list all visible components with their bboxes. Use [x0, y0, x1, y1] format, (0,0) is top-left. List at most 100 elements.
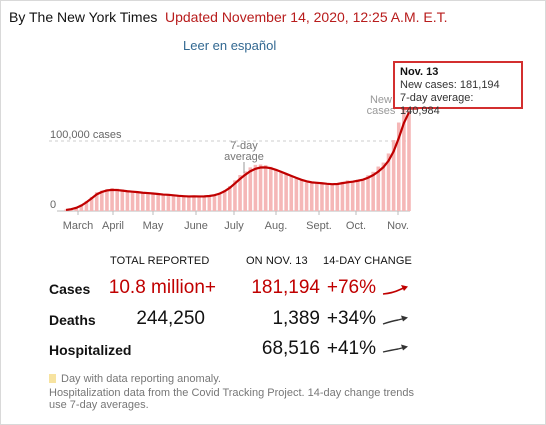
bar-14: [135, 191, 140, 211]
bar-2: [74, 207, 79, 211]
bar-29: [212, 194, 217, 211]
bar-27: [202, 196, 207, 211]
cases-trend-arrow-icon: [382, 285, 408, 295]
bar-57: [356, 179, 360, 211]
header-total-reported: TOTAL REPORTED: [110, 255, 210, 267]
bar-4: [84, 200, 89, 211]
bar-26: [197, 197, 201, 211]
new-annotation-1: cases: [367, 105, 396, 117]
bar-41: [274, 169, 278, 211]
bar-7: [100, 190, 104, 211]
x-label-1: April: [102, 220, 124, 232]
updated-timestamp: Updated November 14, 2020, 12:25 A.M. E.…: [165, 9, 448, 25]
bar-38: [258, 164, 263, 211]
deaths-total: 244,250: [136, 308, 205, 329]
bar-13: [130, 190, 135, 211]
bar-17: [151, 193, 155, 211]
spanish-link[interactable]: Leer en español: [183, 38, 277, 53]
bar-48: [309, 183, 314, 211]
bar-58: [361, 179, 365, 211]
bar-45: [294, 178, 299, 211]
bar-5: [89, 196, 94, 211]
source-note: Hospitalization data from the Covid Trac…: [49, 387, 415, 411]
bar-32: [228, 186, 232, 211]
bar-50: [320, 183, 324, 211]
bar-3: [79, 204, 84, 211]
cases-chart[interactable]: 100,000 cases 0 March April May June July Aug. S…: [0, 55, 546, 240]
bar-34: [238, 175, 242, 211]
bar-39: [263, 165, 268, 211]
x-label-8: Nov.: [387, 220, 409, 232]
bar-28: [207, 196, 212, 211]
bar-19: [161, 194, 166, 211]
cases-change: +76%: [326, 277, 376, 298]
x-label-0: March: [63, 220, 94, 232]
deaths-trend-arrow-icon: [382, 315, 408, 325]
bar-42: [279, 171, 283, 211]
hospitalized-change: +41%: [326, 338, 376, 359]
bar-11: [120, 189, 125, 211]
bar-21: [171, 195, 176, 211]
deaths-on-date: 1,389: [272, 308, 320, 329]
bar-62: [381, 162, 386, 211]
bar-46: [299, 180, 304, 211]
bar-66: [402, 97, 406, 211]
byline: By The New York Times: [9, 9, 158, 25]
header-14-day-change: 14-DAY CHANGE: [323, 255, 412, 267]
x-label-6: Sept.: [306, 220, 332, 232]
bar-53: [335, 184, 340, 211]
chart-labels: 100,000 cases 0 March April May June July Aug. S…: [50, 84, 419, 232]
bar-52: [330, 184, 334, 211]
bar-25: [192, 196, 196, 211]
bar-49: [315, 181, 319, 211]
bar-6: [94, 192, 99, 211]
bar-60: [371, 171, 375, 211]
bar-22: [176, 195, 181, 211]
bar-23: [181, 196, 186, 211]
bar-55: [345, 180, 350, 211]
bar-44: [289, 176, 294, 211]
bar-9: [110, 188, 114, 211]
row-label-deaths: Deaths: [49, 312, 96, 328]
anomaly-legend: Day with data reporting anomaly.: [49, 373, 221, 385]
new-annotation-0: New: [370, 94, 392, 106]
cases-on-date: 181,194: [251, 277, 320, 298]
bar-37: [253, 164, 258, 211]
bar-51: [325, 184, 329, 211]
chart-bars: [64, 84, 411, 211]
hospitalized-trend-arrow-icon: [382, 344, 408, 353]
bar-67: [407, 84, 411, 211]
bar-18: [156, 193, 160, 211]
anomaly-legend-text: Day with data reporting anomaly.: [61, 373, 221, 385]
header-on-date: ON NOV. 13: [246, 255, 308, 267]
bar-59: [366, 175, 370, 211]
bar-40: [268, 166, 273, 211]
bar-12: [125, 190, 130, 211]
seven-day-average-line: [65, 111, 410, 212]
chart-tooltip: Nov. 13 New cases: 181,194 7-day average…: [393, 61, 523, 117]
bar-31: [222, 190, 227, 211]
x-label-2: May: [143, 220, 164, 232]
avg-annotation-1: average: [224, 151, 264, 163]
bar-35: [243, 171, 247, 211]
bar-0: [64, 209, 68, 211]
bar-24: [187, 196, 191, 211]
bar-33: [233, 180, 237, 211]
row-label-cases: Cases: [49, 281, 91, 297]
x-label-7: Oct.: [346, 220, 366, 232]
deaths-change: +34%: [326, 308, 376, 329]
bar-47: [304, 182, 309, 211]
y-label-zero: 0: [50, 199, 56, 211]
x-label-4: July: [224, 220, 244, 232]
bar-61: [376, 166, 381, 211]
bar-36: [248, 167, 253, 211]
bar-16: [146, 192, 150, 211]
hospitalized-on-date: 68,516: [261, 338, 320, 359]
bar-56: [350, 181, 355, 211]
bar-65: [396, 122, 401, 211]
tooltip-date: Nov. 13: [400, 66, 439, 78]
avg-annotation-0: 7-day: [230, 140, 258, 152]
bar-43: [284, 174, 288, 211]
bar-63: [386, 153, 391, 211]
anomaly-swatch: [49, 374, 56, 383]
